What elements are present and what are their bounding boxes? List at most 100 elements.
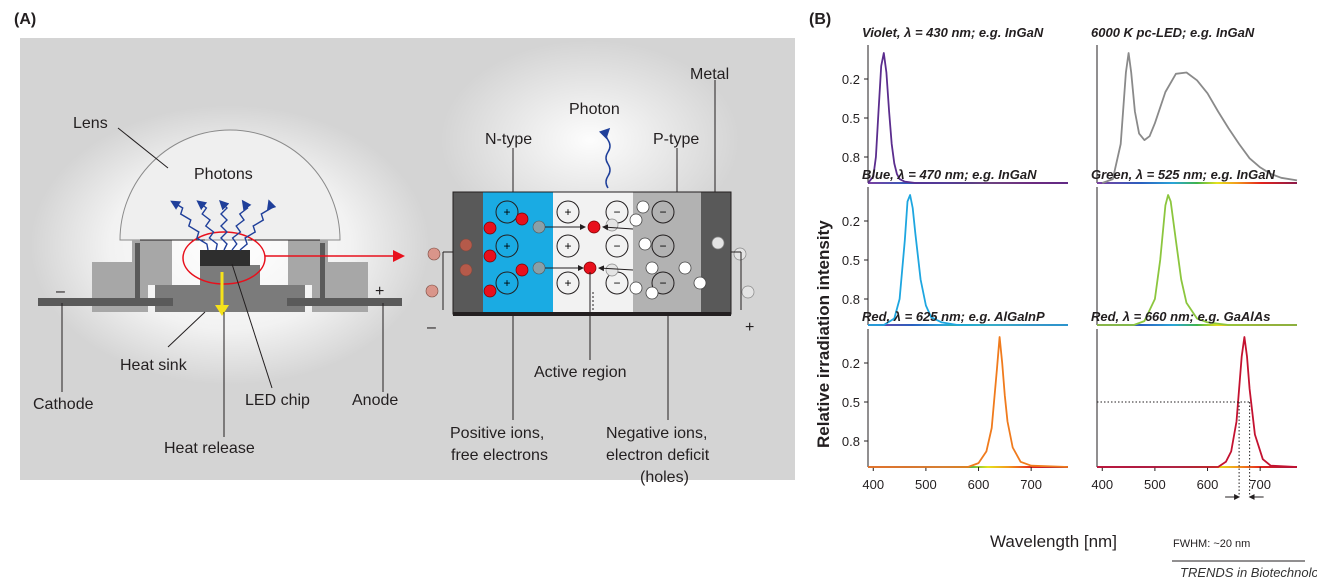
positive-ion-sign: + xyxy=(503,205,510,219)
pn-junction: + + + + + + − − − − − − xyxy=(425,127,755,316)
photon-wave xyxy=(219,200,230,251)
photon-wave xyxy=(239,199,277,251)
spectrum-title: Violet, λ = 430 nm; e.g. InGaN xyxy=(862,25,1044,40)
spectrum-title: 6000 K pc-LED; e.g. InGaN xyxy=(1091,25,1255,40)
positive-ion xyxy=(556,200,580,224)
negative-ion-sign: − xyxy=(613,205,620,219)
positive-ion xyxy=(556,271,580,295)
minus-terminal: – xyxy=(427,319,436,336)
photon-wave xyxy=(170,200,209,251)
negative-ion xyxy=(651,234,675,258)
negative-ions-label-2: electron deficit xyxy=(606,447,710,464)
spectrum-title: Green, λ = 525 nm; e.g. InGaN xyxy=(1091,167,1275,182)
x-tick-label: 700 xyxy=(1249,477,1271,492)
y-tick-label: 0.8 xyxy=(842,150,860,165)
y-tick-label: 0.2 xyxy=(842,72,860,87)
fwhm-label: FWHM: ~20 nm xyxy=(1173,538,1250,550)
x-tick-label: 600 xyxy=(968,477,990,492)
electron-faded xyxy=(459,263,473,277)
wavelength-axis xyxy=(1097,324,1297,326)
lens-dome xyxy=(119,129,341,241)
credit-text: TRENDS in Biotechnology xyxy=(1180,565,1317,580)
y-tick-label: 0.2 xyxy=(842,356,860,371)
electron xyxy=(483,249,497,263)
hole-faded xyxy=(733,247,747,261)
led-chip xyxy=(200,250,250,266)
cathode-minus: – xyxy=(56,283,65,300)
y-tick-label: 0.5 xyxy=(842,395,860,410)
hole xyxy=(629,281,643,295)
spectrum-plot: Green, λ = 525 nm; e.g. InGaN xyxy=(1091,167,1297,326)
spectrum-plot: 6000 K pc-LED; e.g. InGaN xyxy=(1091,25,1298,184)
led-chip-leader xyxy=(231,263,273,389)
electron-faded xyxy=(427,247,441,261)
spectrum-curve xyxy=(868,336,1069,468)
cathode-label: Cathode xyxy=(33,396,94,413)
negative-ion-sign: − xyxy=(659,276,666,290)
n-type-label: N-type xyxy=(485,131,532,148)
anode-plus: + xyxy=(375,283,384,300)
electron xyxy=(515,263,529,277)
positive-ion xyxy=(556,234,580,258)
y-tick-label: 0.2 xyxy=(842,214,860,229)
spectrum-curve xyxy=(1097,194,1297,326)
x-tick-label: 500 xyxy=(915,477,937,492)
positive-ions-label-2: free electrons xyxy=(451,447,548,464)
y-tick-label: 0.5 xyxy=(842,253,860,268)
x-axis-label: Wavelength [nm] xyxy=(990,532,1117,551)
negative-ions-label-3: (holes) xyxy=(640,469,689,486)
spectrum-title: Blue, λ = 470 nm; e.g. InGaN xyxy=(862,167,1037,182)
heat-sink-label: Heat sink xyxy=(120,357,188,374)
spectrum-curve xyxy=(868,194,1068,326)
metal-left xyxy=(453,192,483,314)
panel-b-letter: (B) xyxy=(809,11,831,28)
hole xyxy=(638,237,652,251)
hole xyxy=(629,213,643,227)
positive-ion xyxy=(495,271,519,295)
carrier-flow-arrow xyxy=(602,224,634,231)
positive-ion xyxy=(495,234,519,258)
heat-release-label: Heat release xyxy=(164,440,255,457)
negative-ion-sign: − xyxy=(659,239,666,253)
positive-ion xyxy=(495,200,519,224)
led-structure-diagram: + + + + + + − − − − − − (A) Lens Photons – + Heat s… xyxy=(14,11,795,486)
photon-wave xyxy=(231,199,252,251)
chip-highlight-ellipse xyxy=(182,231,266,285)
spectrum-curve xyxy=(1097,336,1298,468)
electron xyxy=(483,221,497,235)
active-region-label: Active region xyxy=(534,364,627,381)
anode-label: Anode xyxy=(352,392,398,409)
positive-ion-sign: + xyxy=(503,276,510,290)
positive-ion-sign: + xyxy=(564,239,571,253)
negative-ion xyxy=(605,234,629,258)
photon-waves xyxy=(170,199,277,251)
positive-ion-sign: + xyxy=(503,239,510,253)
wavelength-axis xyxy=(1097,182,1297,184)
negative-ion xyxy=(651,271,675,295)
carrier-flow-arrow xyxy=(598,265,634,272)
spectrum-curve xyxy=(1101,52,1298,184)
y-tick-label: 0.5 xyxy=(842,111,860,126)
positive-ion-sign: + xyxy=(564,276,571,290)
hole xyxy=(645,286,659,300)
metal-right xyxy=(701,192,731,314)
spectrum-plot: Blue, λ = 470 nm; e.g. InGaN 0.8 0.5 0.2 xyxy=(842,167,1068,326)
y-tick-label: 0.8 xyxy=(842,434,860,449)
electron-faded xyxy=(425,284,439,298)
x-tick-label: 600 xyxy=(1197,477,1219,492)
led-package xyxy=(38,129,405,316)
electron xyxy=(483,284,497,298)
positive-ions-label-1: Positive ions, xyxy=(450,425,544,442)
hole xyxy=(678,261,692,275)
y-axis-label: Relative irradiation intensity xyxy=(814,220,833,448)
panel-a-letter: (A) xyxy=(14,11,36,28)
spectrum-title: Red, λ = 625 nm; e.g. AlGaInP xyxy=(862,309,1045,324)
lens-label: Lens xyxy=(73,115,108,132)
photon-emission-wave xyxy=(598,127,611,189)
electron xyxy=(515,212,529,226)
x-tick-label: 500 xyxy=(1144,477,1166,492)
lens-leader xyxy=(117,127,169,169)
negative-ion xyxy=(651,200,675,224)
hole-faded xyxy=(605,263,619,277)
